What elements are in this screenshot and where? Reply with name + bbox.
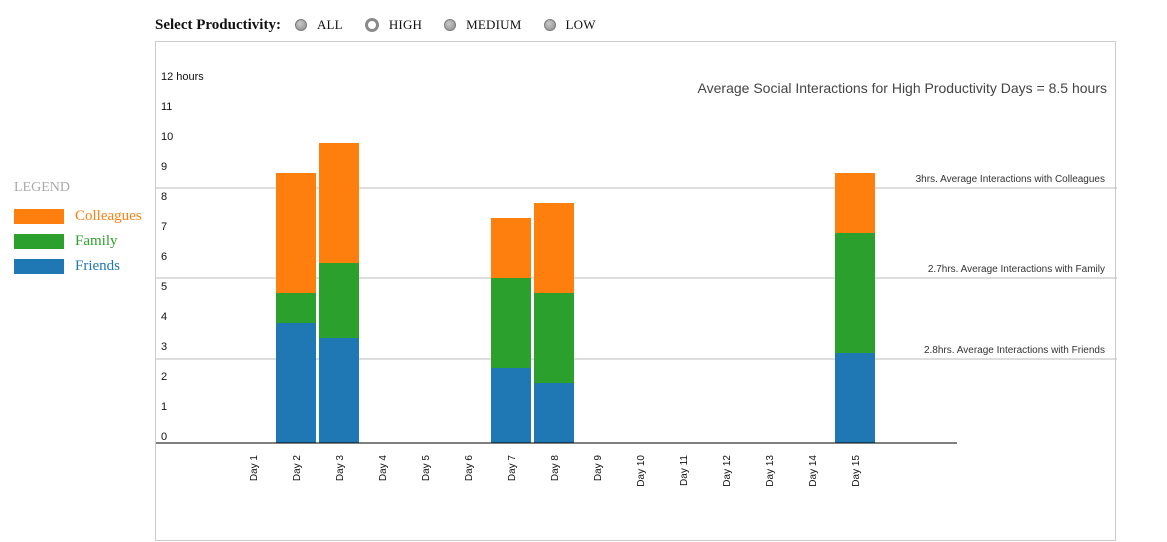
bar-segment-family[interactable]: [534, 293, 574, 383]
x-tick-label: Day 3: [335, 455, 346, 482]
radio-button-icon[interactable]: [294, 19, 307, 31]
bar-segment-family[interactable]: [835, 233, 875, 353]
legend-swatch-colleagues: [14, 209, 64, 224]
x-tick-label: Day 13: [765, 455, 776, 487]
radio-label-medium: MEDIUM: [466, 17, 522, 32]
average-reference-label: 2.8hrs. Average Interactions with Friend…: [924, 345, 1105, 356]
bar-segment-colleagues[interactable]: [534, 203, 574, 293]
bar-segment-colleagues[interactable]: [491, 218, 531, 278]
legend: LEGEND Colleagues Family Friends: [14, 180, 142, 279]
legend-label-colleagues: Colleagues: [75, 208, 142, 224]
bar-segment-friends[interactable]: [491, 368, 531, 443]
legend-swatch-friends: [14, 259, 64, 274]
x-tick-label: Day 5: [421, 455, 432, 482]
productivity-selector: Select Productivity: ALL HIGH MEDIUM LOW: [155, 12, 618, 38]
bar-segment-family[interactable]: [319, 263, 359, 338]
legend-item-friends: Friends: [14, 254, 142, 279]
y-tick-label: 5: [161, 281, 167, 293]
bar-segment-colleagues[interactable]: [276, 173, 316, 293]
radio-label-high: HIGH: [388, 17, 423, 32]
x-tick-label: Day 15: [851, 455, 862, 487]
y-tick-label: 9: [161, 161, 167, 173]
x-tick-label: Day 9: [593, 455, 604, 482]
radio-option-medium[interactable]: MEDIUM: [444, 17, 521, 33]
y-tick-label: 0: [161, 431, 167, 443]
x-tick-label: Day 10: [636, 455, 647, 487]
x-tick-label: Day 12: [722, 455, 733, 487]
y-tick-label: 4: [161, 311, 167, 323]
y-tick-label: 7: [161, 221, 167, 233]
bar-segment-friends[interactable]: [534, 383, 574, 443]
y-tick-label: 6: [161, 251, 167, 263]
x-tick-label: Day 4: [378, 455, 389, 482]
radio-button-icon[interactable]: [543, 19, 556, 31]
legend-title: LEGEND: [14, 180, 70, 195]
bar-segment-colleagues[interactable]: [319, 143, 359, 263]
radio-option-low[interactable]: LOW: [543, 17, 596, 33]
radio-option-high[interactable]: HIGH: [364, 17, 423, 33]
bar-segment-family[interactable]: [276, 293, 316, 323]
x-tick-label: Day 7: [507, 455, 518, 482]
bar-segment-friends[interactable]: [835, 353, 875, 443]
legend-item-colleagues: Colleagues: [14, 204, 142, 229]
y-tick-label: 11: [161, 101, 172, 113]
x-tick-label: Day 8: [550, 455, 561, 482]
stacked-bar-chart: 0 1 2 3 4 5 6 7 8 9 10 11 12 hours 3hrs. Average Inte…: [156, 71, 1117, 487]
legend-swatch-family: [14, 234, 64, 249]
bar-segment-family[interactable]: [491, 278, 531, 368]
bar-segment-friends[interactable]: [276, 323, 316, 443]
y-tick-label: 1: [161, 401, 167, 413]
average-reference-label: 3hrs. Average Interactions with Colleagu…: [916, 174, 1105, 185]
y-tick-label: 2: [161, 371, 167, 383]
radio-button-checked-icon[interactable]: [364, 18, 379, 32]
y-tick-label: 3: [161, 341, 167, 353]
x-tick-label: Day 6: [464, 455, 475, 482]
radio-button-icon[interactable]: [444, 19, 457, 31]
y-tick-label: 10: [161, 131, 173, 143]
legend-item-family: Family: [14, 229, 142, 254]
radio-label-low: LOW: [565, 17, 596, 32]
bar-segment-friends[interactable]: [319, 338, 359, 443]
x-tick-label: Day 2: [292, 455, 303, 482]
radio-option-all[interactable]: ALL: [294, 17, 343, 33]
x-tick-label: Day 11: [679, 455, 690, 486]
bar-segment-colleagues[interactable]: [835, 173, 875, 233]
y-tick-label: 8: [161, 191, 167, 203]
legend-label-friends: Friends: [75, 258, 120, 274]
y-tick-label: 12 hours: [161, 71, 204, 83]
x-tick-label: Day 14: [808, 455, 819, 487]
chart-title: Average Social Interactions for High Pro…: [698, 80, 1107, 96]
x-tick-label: Day 1: [249, 455, 260, 482]
average-reference-label: 2.7hrs. Average Interactions with Family: [928, 264, 1105, 275]
legend-label-family: Family: [75, 233, 118, 249]
radio-label-all: ALL: [316, 17, 343, 32]
chart-frame: 0 1 2 3 4 5 6 7 8 9 10 11 12 hours 3hrs. Average Inte…: [155, 41, 1117, 541]
selector-title: Select Productivity:: [155, 16, 281, 33]
